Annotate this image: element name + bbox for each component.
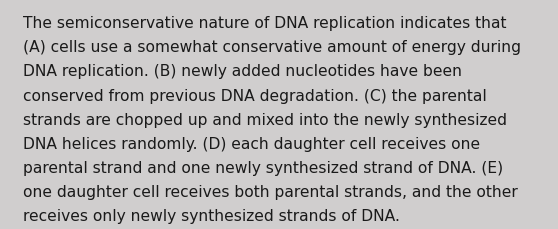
Text: one daughter cell receives both parental strands, and the other: one daughter cell receives both parental… xyxy=(23,184,518,199)
Text: The semiconservative nature of DNA replication indicates that: The semiconservative nature of DNA repli… xyxy=(23,16,507,31)
Text: DNA replication. (B) newly added nucleotides have been: DNA replication. (B) newly added nucleot… xyxy=(23,64,463,79)
Text: parental strand and one newly synthesized strand of DNA. (E): parental strand and one newly synthesize… xyxy=(23,160,503,175)
Text: DNA helices randomly. (D) each daughter cell receives one: DNA helices randomly. (D) each daughter … xyxy=(23,136,480,151)
Text: receives only newly synthesized strands of DNA.: receives only newly synthesized strands … xyxy=(23,208,400,223)
Text: (A) cells use a somewhat conservative amount of energy during: (A) cells use a somewhat conservative am… xyxy=(23,40,521,55)
Text: conserved from previous DNA degradation. (C) the parental: conserved from previous DNA degradation.… xyxy=(23,88,487,103)
Text: strands are chopped up and mixed into the newly synthesized: strands are chopped up and mixed into th… xyxy=(23,112,507,127)
